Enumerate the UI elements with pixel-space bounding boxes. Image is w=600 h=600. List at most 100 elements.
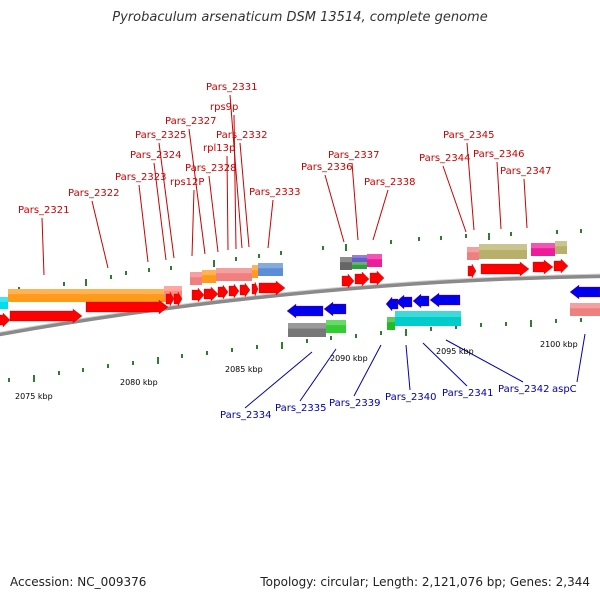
- scale-tick: [213, 260, 215, 267]
- gene-bar-shine: [216, 268, 252, 274]
- top-gene-label: Pars_2337: [328, 150, 379, 161]
- top-gene-label: Pars_2345: [443, 130, 494, 141]
- scale-tick: [85, 279, 87, 286]
- bottom-gene-label: Pars_2335: [275, 403, 326, 414]
- top-label-leader: [267, 199, 274, 249]
- forward-gene-arrow: [480, 261, 530, 277]
- genome-summary-text: Topology: circular; Length: 2,121,076 bp…: [260, 575, 590, 589]
- reverse-gene-arrow: [429, 292, 461, 308]
- top-gene-label: Pars_2327: [165, 116, 216, 127]
- gene-bar-shine: [340, 257, 352, 263]
- top-gene-label: Pars_2328: [185, 163, 236, 174]
- forward-gene-arrow: [228, 283, 240, 299]
- gene-bar-shine: [352, 255, 367, 258]
- reverse-gene-arrow: [286, 303, 324, 319]
- scale-tick: [235, 257, 237, 261]
- gene-bar-shine: [555, 241, 567, 247]
- gene-bar: [216, 268, 252, 281]
- scale-tick: [380, 331, 382, 335]
- scale-tick: [390, 240, 392, 244]
- top-gene-label: Pars_2321: [18, 205, 69, 216]
- gene-bar-shine: [570, 303, 600, 309]
- top-label-leader: [496, 161, 502, 230]
- gene-bar-shine: [467, 247, 479, 253]
- gene-bar-shine: [164, 286, 182, 291]
- top-label-leader: [351, 162, 359, 241]
- gene-bar-shine: [326, 320, 346, 326]
- gene-labels: Pars_2321 Pars_2322 Pars_2323 Pars_2324 Pars…: [18, 82, 577, 421]
- top-label-leader: [372, 189, 389, 241]
- bottom-label-leader: [422, 342, 468, 387]
- gene-bar: [340, 257, 352, 270]
- top-gene-label: Pars_2346: [473, 149, 524, 160]
- top-gene-label: Pars_2344: [419, 153, 470, 164]
- top-label-leader: [138, 184, 149, 263]
- top-label-leader: [229, 94, 243, 249]
- top-gene-label: Pars_2336: [301, 162, 352, 173]
- scale-tick: [322, 246, 324, 250]
- kbp-label: 2090 kbp: [330, 354, 368, 363]
- gene-bar: [202, 270, 216, 283]
- kbp-label: 2095 kbp: [436, 347, 474, 356]
- gene-bar-shine: [258, 263, 283, 269]
- top-gene-label: Pars_2347: [500, 166, 551, 177]
- forward-gene-arrow: [467, 263, 477, 279]
- forward-gene-arrow: [258, 280, 286, 296]
- forward-gene-arrow: [369, 270, 385, 286]
- scale-tick: [440, 236, 442, 240]
- scale-tick: [125, 271, 127, 275]
- top-label-leader: [324, 174, 345, 243]
- top-label-leader: [153, 162, 167, 261]
- gene-bar: [326, 320, 346, 333]
- scale-tick: [256, 345, 258, 349]
- top-label-leader: [226, 155, 229, 251]
- gene-bar-shine: [252, 265, 258, 271]
- gene-bar-shine: [352, 262, 367, 265]
- top-gene-label: Pars_2332: [216, 130, 267, 141]
- forward-gene-arrow: [9, 308, 83, 324]
- forward-gene-arrow: [191, 287, 205, 303]
- scale-tick: [206, 351, 208, 355]
- kbp-label: 2075 kbp: [15, 392, 53, 401]
- scale-tick: [82, 368, 84, 372]
- scale-tick: [258, 254, 260, 258]
- gene-bar: [570, 303, 600, 316]
- top-label-leader: [466, 142, 475, 231]
- top-gene-label: Pars_2322: [68, 188, 119, 199]
- gene-bar: [367, 254, 382, 267]
- bottom-label-leader: [244, 351, 313, 409]
- gene-bar-shine: [395, 311, 461, 317]
- scale-tick: [480, 323, 482, 327]
- bottom-label-leader: [576, 333, 586, 383]
- gene-bar: [352, 262, 367, 269]
- gene-bar: [8, 289, 166, 302]
- top-gene-label: Pars_2338: [364, 177, 415, 188]
- scale-tick: [306, 339, 308, 343]
- gene-bar: [190, 272, 202, 285]
- accession-text: Accession: NC_009376: [10, 575, 147, 589]
- kbp-label: 2080 kbp: [120, 378, 158, 387]
- reverse-gene-arrow: [412, 293, 430, 309]
- gene-bar: [0, 297, 8, 309]
- gene-bar-shine: [288, 323, 326, 329]
- scale-tick: [556, 230, 558, 234]
- scale-ticks: [8, 229, 582, 382]
- gene-bar-shine: [531, 243, 555, 249]
- scale-tick: [8, 378, 10, 382]
- forward-gene-arrow: [553, 258, 569, 274]
- top-gene-label: rps12P: [170, 177, 204, 188]
- scale-tick: [555, 319, 557, 323]
- scale-tick: [181, 354, 183, 358]
- top-gene-label: Pars_2331: [206, 82, 257, 93]
- scale-tick: [430, 327, 432, 331]
- top-label-leader: [442, 165, 467, 233]
- scale-tick: [107, 364, 109, 368]
- top-label-leader: [233, 114, 237, 250]
- scale-tick: [157, 357, 159, 364]
- gene-bar-shine: [190, 272, 202, 278]
- label-leaders: [41, 94, 586, 409]
- bottom-gene-label: Pars_2334: [220, 410, 271, 421]
- top-label-leader: [239, 142, 250, 248]
- scale-tick: [488, 233, 490, 240]
